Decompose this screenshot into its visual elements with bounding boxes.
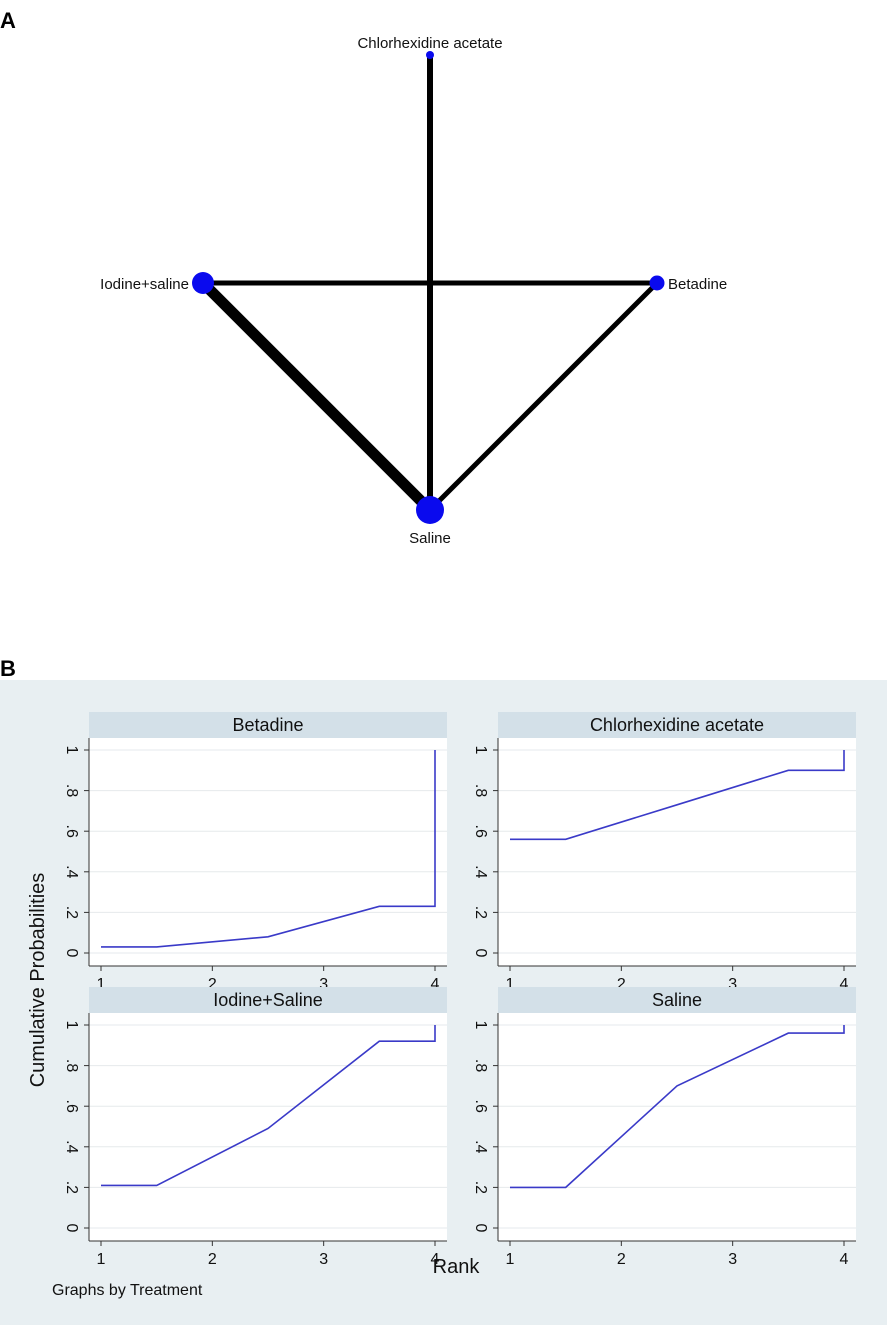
x-tick-label: 4 bbox=[840, 1251, 849, 1268]
y-tick-label: 1 bbox=[63, 746, 80, 755]
y-tick-label: .6 bbox=[472, 1100, 489, 1113]
x-tick-label: 2 bbox=[617, 1251, 626, 1268]
y-tick-label: 0 bbox=[472, 1224, 489, 1233]
facet-title: Chlorhexidine acetate bbox=[590, 715, 764, 735]
y-tick-label: .4 bbox=[472, 1140, 489, 1153]
cumulative-probability-line bbox=[510, 750, 845, 841]
y-tick-label: .6 bbox=[472, 825, 489, 838]
facet-plot-area bbox=[89, 1013, 447, 1241]
y-tick-label: .4 bbox=[63, 865, 80, 878]
y-tick-label: 1 bbox=[472, 1021, 489, 1030]
panel-b-label: B bbox=[0, 656, 16, 681]
facet-title: Betadine bbox=[232, 715, 303, 735]
cumulative-probability-line bbox=[510, 1025, 845, 1189]
x-tick-label: 1 bbox=[97, 1251, 106, 1268]
facet-title: Saline bbox=[652, 990, 702, 1010]
x-tick-label: 1 bbox=[506, 1251, 515, 1268]
y-tick-label: 0 bbox=[63, 949, 80, 958]
facet-plot-area bbox=[89, 738, 447, 966]
panel-a-label: A bbox=[0, 8, 16, 33]
y-tick-label: 0 bbox=[472, 949, 489, 958]
facet-strip bbox=[498, 987, 856, 1013]
y-tick-label: .8 bbox=[63, 784, 80, 797]
facet-iodine-saline: Iodine+Saline 0 .2 .4 .6 .8 1 1 2 3 4 bbox=[63, 987, 447, 1268]
facet-title: Iodine+Saline bbox=[213, 990, 323, 1010]
facet-strip bbox=[89, 987, 447, 1013]
y-tick-label: .2 bbox=[63, 1181, 80, 1194]
x-axis-label: Rank bbox=[433, 1256, 481, 1278]
x-tick-label: 3 bbox=[728, 976, 737, 993]
y-tick-label: .2 bbox=[472, 906, 489, 919]
y-tick-label: .4 bbox=[472, 865, 489, 878]
facet-plot-area bbox=[498, 738, 856, 966]
facet-plot-area bbox=[498, 1013, 856, 1241]
y-axis-label: Cumulative Probabilities bbox=[27, 873, 49, 1088]
y-tick-label: .6 bbox=[63, 825, 80, 838]
y-tick-label: .2 bbox=[472, 1181, 489, 1194]
node-label-iodine: Iodine+saline bbox=[100, 276, 189, 293]
edge-iodine-saline bbox=[199, 279, 434, 514]
x-tick-label: 2 bbox=[208, 976, 217, 993]
node-saline bbox=[416, 496, 444, 524]
y-tick-label: .4 bbox=[63, 1140, 80, 1153]
x-tick-label: 3 bbox=[728, 1251, 737, 1268]
facet-strip bbox=[498, 712, 856, 738]
x-tick-label: 4 bbox=[431, 976, 440, 993]
facet-saline: Saline 0 .2 .4 .6 .8 1 1 2 3 4 bbox=[472, 987, 856, 1268]
node-betadine bbox=[649, 275, 665, 291]
node-iodine bbox=[192, 272, 214, 294]
y-tick-label: 0 bbox=[63, 1224, 80, 1233]
facet-betadine: Betadine 0 .2 .4 .6 .8 1 1 2 3 4 bbox=[63, 712, 447, 993]
network-labels: Chlorhexidine acetate Iodine+saline Betadi… bbox=[100, 35, 727, 547]
node-label-chlorhexidine: Chlorhexidine acetate bbox=[357, 35, 502, 52]
node-label-betadine: Betadine bbox=[668, 276, 727, 293]
network-nodes bbox=[192, 51, 665, 524]
x-tick-label: 4 bbox=[431, 1251, 440, 1268]
x-tick-label: 1 bbox=[506, 976, 515, 993]
cumulative-probability-line bbox=[101, 1025, 436, 1187]
y-tick-label: 1 bbox=[63, 1021, 80, 1030]
x-tick-label: 3 bbox=[319, 976, 328, 993]
x-tick-label: 2 bbox=[208, 1251, 217, 1268]
node-chlorhexidine bbox=[426, 51, 434, 59]
facet-chlorhexidine-acetate: Chlorhexidine acetate 0 .2 .4 .6 .8 1 1 2 3 4 bbox=[472, 712, 856, 993]
cumulative-probability-line bbox=[101, 750, 436, 948]
graphs-by-note: Graphs by Treatment bbox=[52, 1282, 203, 1299]
network-edges bbox=[199, 55, 659, 514]
x-tick-label: 2 bbox=[617, 976, 626, 993]
y-tick-label: 1 bbox=[472, 746, 489, 755]
y-tick-label: .6 bbox=[63, 1100, 80, 1113]
y-tick-label: .8 bbox=[472, 784, 489, 797]
y-tick-label: .8 bbox=[63, 1059, 80, 1072]
y-tick-label: .2 bbox=[63, 906, 80, 919]
x-tick-label: 3 bbox=[319, 1251, 328, 1268]
node-label-saline: Saline bbox=[409, 530, 451, 547]
network-plot: Chlorhexidine acetate Iodine+saline Betadi… bbox=[100, 35, 727, 547]
facet-strip bbox=[89, 712, 447, 738]
x-tick-label: 4 bbox=[840, 976, 849, 993]
edge-betadine-saline bbox=[428, 281, 659, 512]
x-tick-label: 1 bbox=[97, 976, 106, 993]
y-tick-label: .8 bbox=[472, 1059, 489, 1072]
